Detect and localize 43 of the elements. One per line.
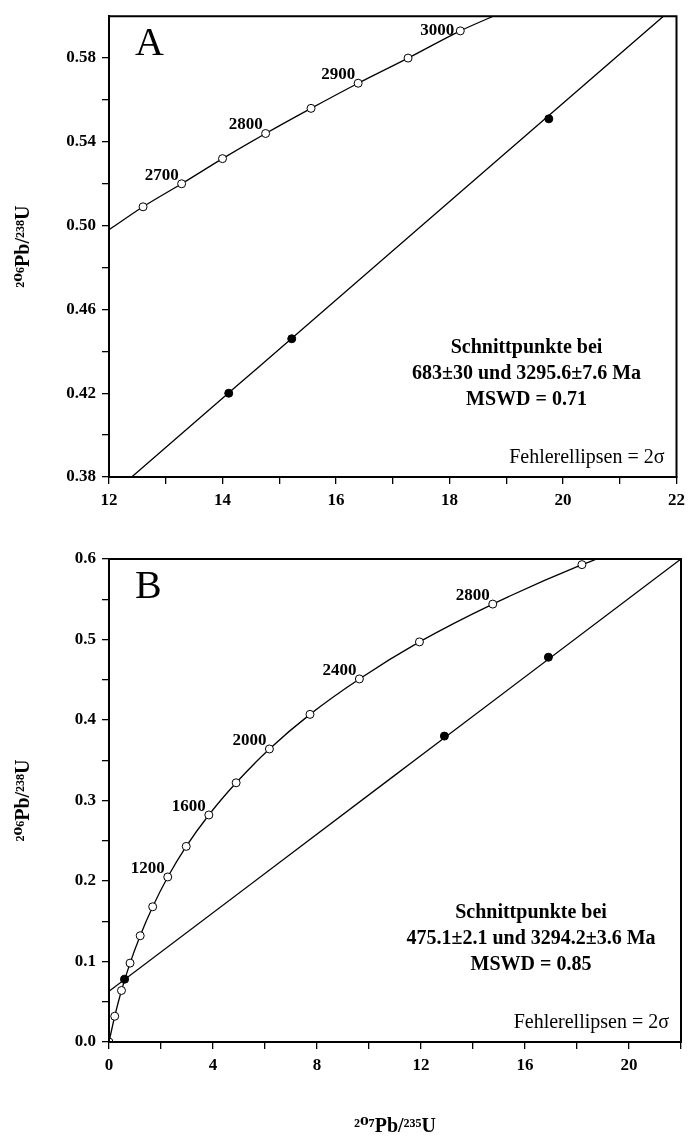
y-tick-label: 0.42 (66, 382, 96, 402)
chart-title: A (135, 18, 164, 64)
y-tick-label: 0.0 (74, 1031, 96, 1051)
annotation: 2400 (322, 659, 357, 679)
x-tick-label: 16 (327, 489, 345, 509)
annotation: 2000 (232, 729, 267, 749)
x-tick-label: 16 (516, 1054, 534, 1074)
y-tick-label: 0.3 (74, 789, 96, 809)
y-axis-title: ²⁰⁶Pb/²³⁸U (11, 759, 34, 842)
y-tick-label: 0.58 (66, 47, 96, 67)
y-tick-label: 0.38 (66, 466, 96, 486)
annotation: 2800 (455, 585, 490, 605)
x-tick-label: 4 (208, 1054, 218, 1074)
x-tick-label: 8 (312, 1054, 322, 1074)
annotation: 2900 (321, 64, 356, 84)
annotation: 1200 (130, 857, 165, 877)
y-tick-label: 0.54 (66, 131, 97, 151)
y-tick-label: 0.5 (74, 628, 96, 648)
x-tick-label: 0 (104, 1054, 114, 1074)
y-tick-label: 0.50 (66, 215, 96, 235)
x-tick-label: 22 (668, 489, 685, 509)
y-tick-label: 0.4 (74, 709, 97, 729)
x-tick-label: 20 (554, 489, 572, 509)
annotation: Schnittpunkte bei 683±30 und 3295.6±7.6 Ma MSWD = 0.71 (411, 335, 642, 409)
x-tick-label: 20 (620, 1054, 638, 1074)
y-tick-label: 0.6 (74, 548, 96, 568)
y-axis-title: ²⁰⁶Pb/²³⁸U (11, 205, 34, 288)
annotation: 3000 (420, 20, 455, 40)
annotation: 2800 (228, 114, 263, 134)
annotation: Fehlerellipsen = 2σ (513, 1010, 670, 1033)
y-tick-label: 0.1 (74, 950, 96, 970)
y-tick-label: 0.46 (66, 298, 96, 318)
annotation: Fehlerellipsen = 2σ (509, 445, 665, 468)
annotation: 1600 (171, 795, 206, 815)
x-axis-title: ²⁰⁷Pb/²³⁵U (353, 1114, 437, 1137)
chart-title: B (135, 561, 162, 607)
x-tick-label: 12 (412, 1054, 430, 1074)
x-tick-label: 18 (441, 489, 458, 509)
x-tick-label: 12 (100, 489, 118, 509)
x-tick-label: 14 (214, 489, 232, 509)
annotation: Schnittpunkte bei 475.1±2.1 und 3294.2±3.6 Ma MSWD = 0.85 (406, 900, 656, 974)
y-tick-label: 0.2 (74, 870, 96, 890)
annotation: 2700 (144, 164, 179, 184)
